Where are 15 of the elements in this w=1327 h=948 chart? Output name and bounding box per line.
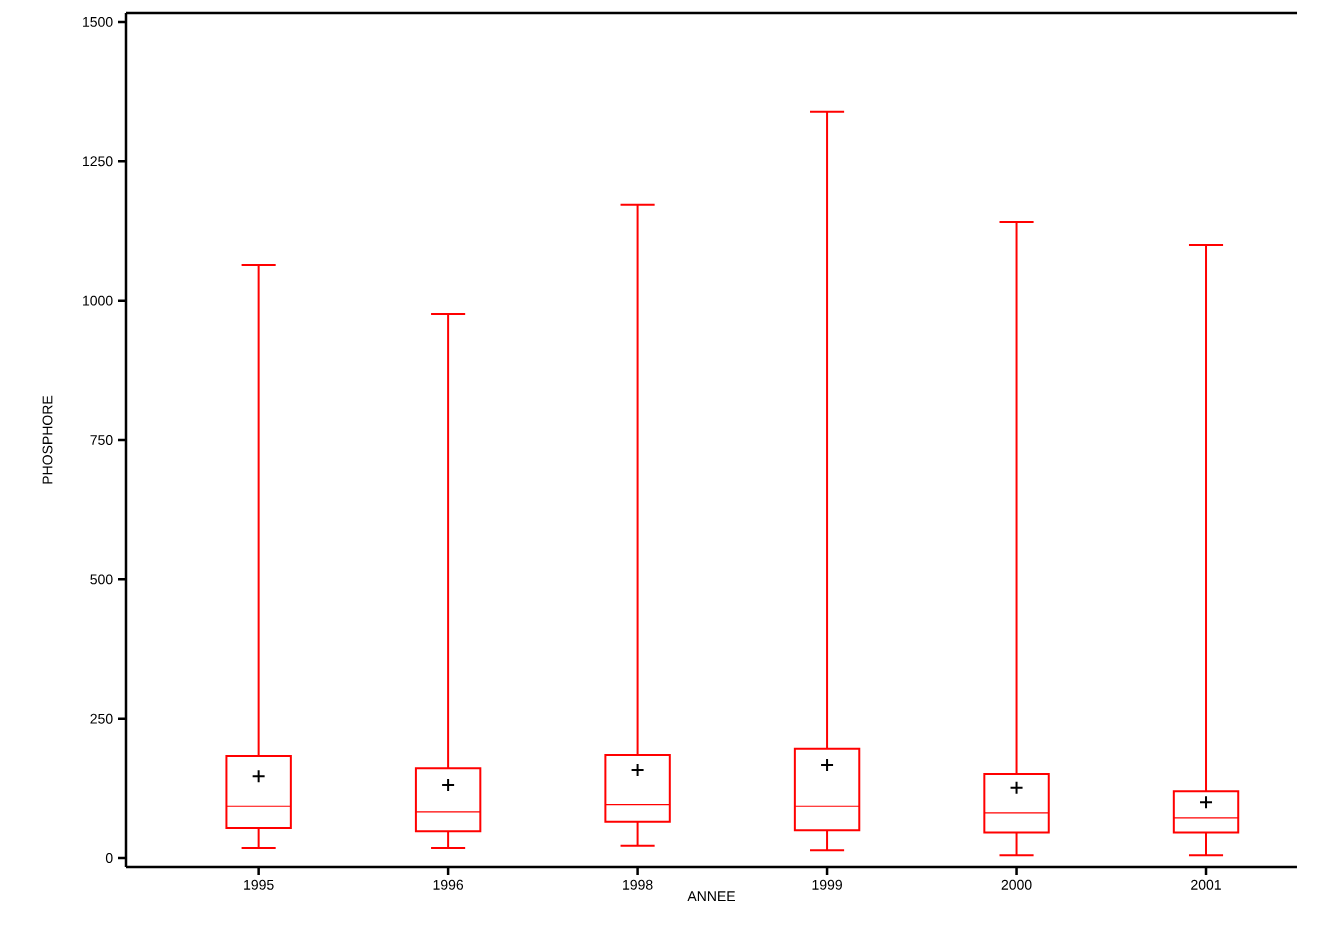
x-axis-title: ANNEE <box>687 891 735 901</box>
y-tick-label: 250 <box>90 713 113 724</box>
y-tick-label: 1500 <box>83 16 113 27</box>
y-axis-title: PHOSPHORE <box>42 395 53 484</box>
x-tick-label: 2001 <box>1191 879 1221 890</box>
y-tick-label: 1000 <box>83 295 113 306</box>
y-tick-label: 750 <box>90 435 113 445</box>
x-tick-label: 1996 <box>433 879 464 890</box>
x-tick-label: 2000 <box>1001 879 1032 890</box>
y-tick-label: 500 <box>90 574 113 585</box>
x-tick-label: 1999 <box>812 879 842 890</box>
y-tick-label: 0 <box>105 853 113 864</box>
x-tick-label: 1998 <box>623 879 653 890</box>
y-tick-label: 1250 <box>83 156 113 167</box>
x-tick-label: 1995 <box>244 879 274 890</box>
